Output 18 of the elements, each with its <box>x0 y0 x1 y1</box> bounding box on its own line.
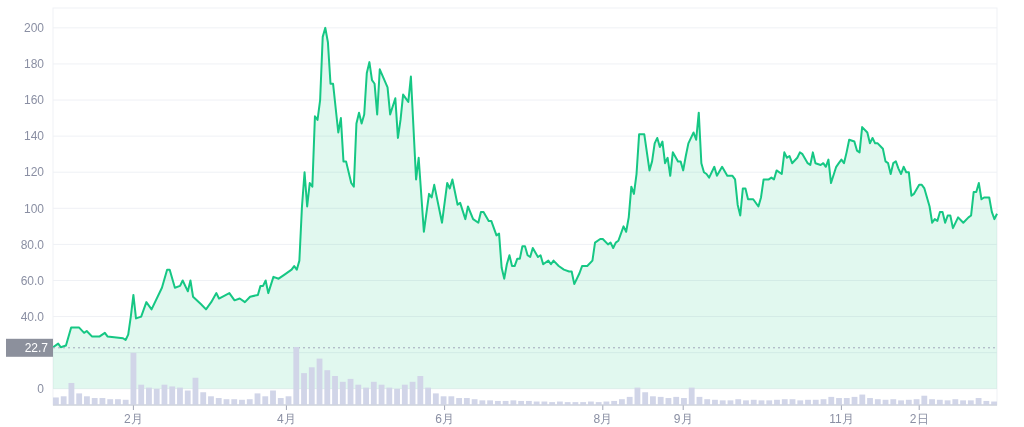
x-tick-label: 2日 <box>909 412 929 426</box>
x-tick-label: 8月 <box>593 412 613 426</box>
y-tick-label: 100 <box>23 201 45 216</box>
y-tick-label: 160 <box>23 93 45 108</box>
x-tick-label: 4月 <box>277 412 296 426</box>
y-tick-label: 120 <box>23 165 45 180</box>
ref-line-label: 22.7 <box>24 341 49 355</box>
y-tick-label: 180 <box>23 57 45 72</box>
y-tick-label: 140 <box>23 129 45 144</box>
y-tick-label: 200 <box>23 21 45 36</box>
x-tick-label: 2月 <box>124 412 143 426</box>
x-tick-label: 9月 <box>673 412 693 426</box>
y-tick-label: 80.0 <box>20 237 45 252</box>
y-tick-label: 0 <box>37 381 45 396</box>
y-tick-label: 40.0 <box>20 309 45 324</box>
x-tick-label: 11月 <box>829 412 854 426</box>
y-tick-label: 60.0 <box>20 273 45 288</box>
x-tick-label: 6月 <box>435 412 454 426</box>
